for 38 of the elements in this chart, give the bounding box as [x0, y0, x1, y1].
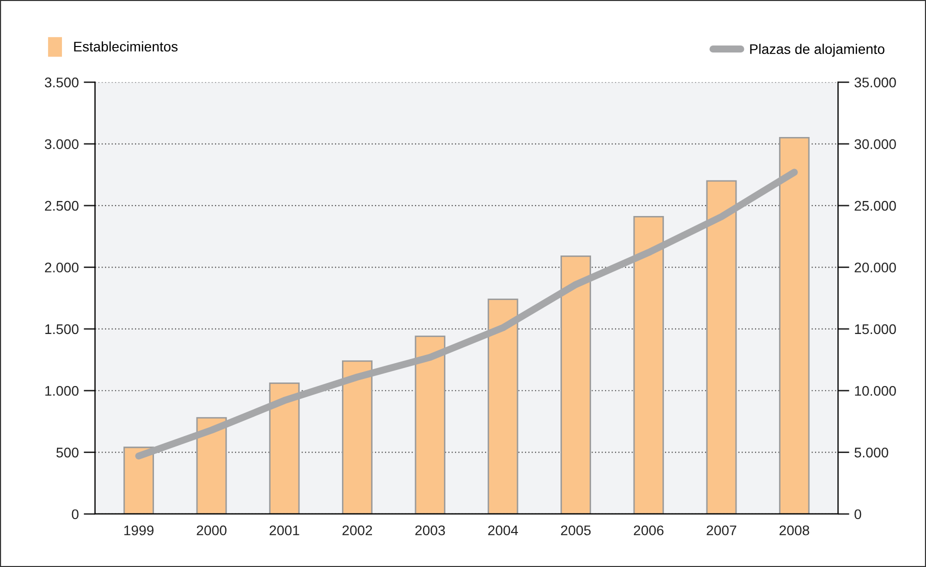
y2-tick-label: 0	[854, 509, 862, 520]
y2-tick-label: 10.000	[855, 386, 896, 396]
legend-label: Establecimientos	[74, 41, 178, 52]
bar	[633, 216, 664, 514]
y-tick-label: 2.500	[44, 200, 78, 211]
x-tick-label: 1999	[124, 525, 154, 536]
y2-tick-label: 35.000	[854, 78, 896, 88]
y-tick-label: 0	[72, 509, 78, 520]
x-tick-label: 2002	[342, 525, 372, 536]
y2-tick-label: 25.000	[854, 200, 896, 211]
y-tick-label: 2.000	[44, 262, 78, 272]
y-tick-label: 1.500	[45, 324, 78, 334]
y-tick-label: 3.000	[44, 139, 78, 150]
bar	[342, 360, 373, 514]
y2-tick-label: 20.000	[854, 262, 896, 272]
y-tick-label: 3.500	[44, 78, 78, 88]
x-tick-label: 2003	[415, 525, 445, 536]
bar	[123, 446, 154, 514]
bar	[779, 137, 810, 514]
x-tick-label: 2001	[270, 525, 300, 536]
y-tick-label: 1.000	[45, 386, 78, 396]
x-tick-label: 2005	[561, 525, 591, 536]
x-tick-label: 2004	[488, 525, 518, 536]
legend-label: Plazas de alojamiento	[750, 44, 884, 57]
bar	[196, 417, 227, 514]
x-tick-label: 2008	[780, 525, 810, 536]
y2-tick-label: 15.000	[855, 324, 896, 334]
y2-tick-label: 5.000	[854, 448, 888, 458]
y-tick-label: 500	[56, 448, 78, 458]
bar	[414, 336, 446, 514]
bar	[560, 255, 592, 514]
bar	[488, 298, 518, 514]
bar	[269, 382, 300, 514]
bar	[706, 180, 737, 514]
x-tick-label: 2000	[196, 525, 226, 536]
x-tick-label: 2007	[706, 525, 736, 536]
y2-tick-label: 30.000	[854, 139, 896, 150]
x-tick-label: 2006	[634, 525, 664, 536]
